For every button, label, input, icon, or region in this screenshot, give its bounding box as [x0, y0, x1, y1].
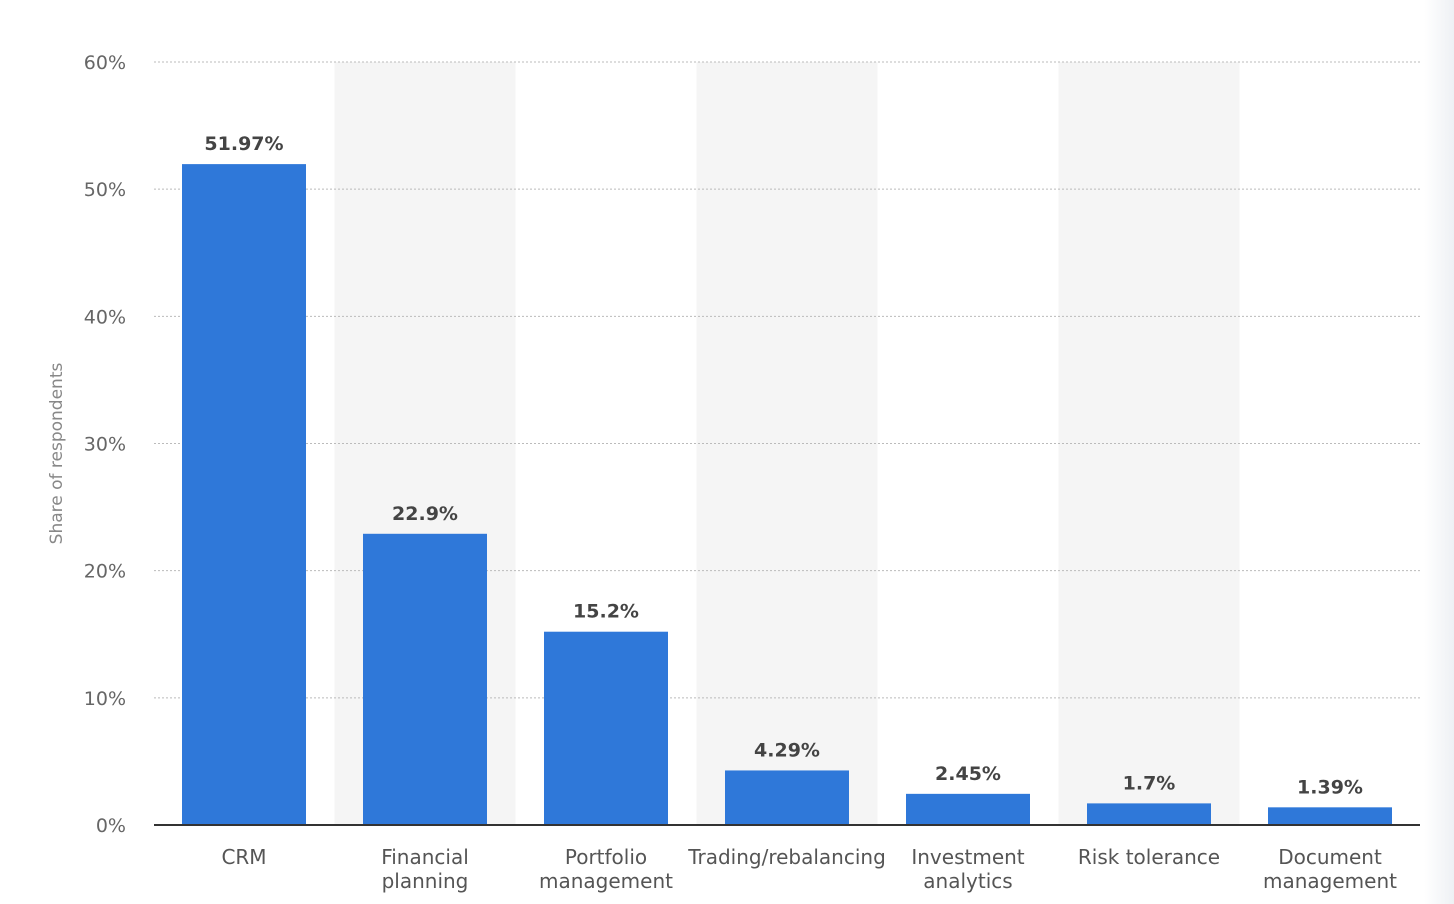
- y-tick-label: 40%: [84, 306, 126, 328]
- data-label: 2.45%: [935, 763, 1001, 785]
- x-tick-label: CRM: [221, 845, 266, 869]
- background-band: [1058, 62, 1240, 825]
- data-label: 1.7%: [1123, 772, 1176, 794]
- data-label: 4.29%: [754, 739, 820, 761]
- y-axis-ticks: 0% 10% 20% 30% 40% 50% 60%: [84, 52, 126, 837]
- bar: [725, 770, 849, 825]
- y-tick-label: 60%: [84, 52, 126, 74]
- data-label: 22.9%: [392, 503, 458, 525]
- bar: [182, 164, 306, 825]
- bar: [544, 631, 668, 825]
- value-labels: 51.97% 22.9% 15.2% 4.29% 2.45% 1.7% 1.39%: [204, 133, 1363, 798]
- bar: [363, 533, 487, 825]
- bar: [1087, 803, 1211, 825]
- bars: [182, 164, 1392, 825]
- y-axis-title: Share of respondents: [47, 363, 67, 545]
- right-edge-shade: [1424, 0, 1454, 904]
- x-tick-label: Document management: [1263, 845, 1397, 893]
- data-label: 51.97%: [204, 133, 283, 155]
- y-tick-label: 20%: [84, 561, 126, 583]
- x-tick-label: Financial planning: [381, 845, 469, 893]
- bar: [1268, 807, 1392, 825]
- y-tick-label: 10%: [84, 688, 126, 710]
- x-axis-labels: CRM Financial planning Portfolio management T…: [221, 845, 1397, 893]
- y-tick-label: 50%: [84, 179, 126, 201]
- x-tick-label: Risk tolerance: [1078, 845, 1220, 869]
- data-label: 1.39%: [1297, 776, 1363, 798]
- x-tick-label: Trading/rebalancing: [687, 845, 886, 869]
- x-tick-label: Portfolio management: [539, 845, 673, 893]
- bar: [906, 793, 1030, 825]
- x-tick-label: Investment analytics: [911, 845, 1024, 893]
- y-tick-label: 30%: [84, 434, 126, 456]
- gridlines: [154, 61, 1420, 699]
- y-tick-label: 0%: [96, 815, 126, 837]
- data-label: 15.2%: [573, 601, 639, 623]
